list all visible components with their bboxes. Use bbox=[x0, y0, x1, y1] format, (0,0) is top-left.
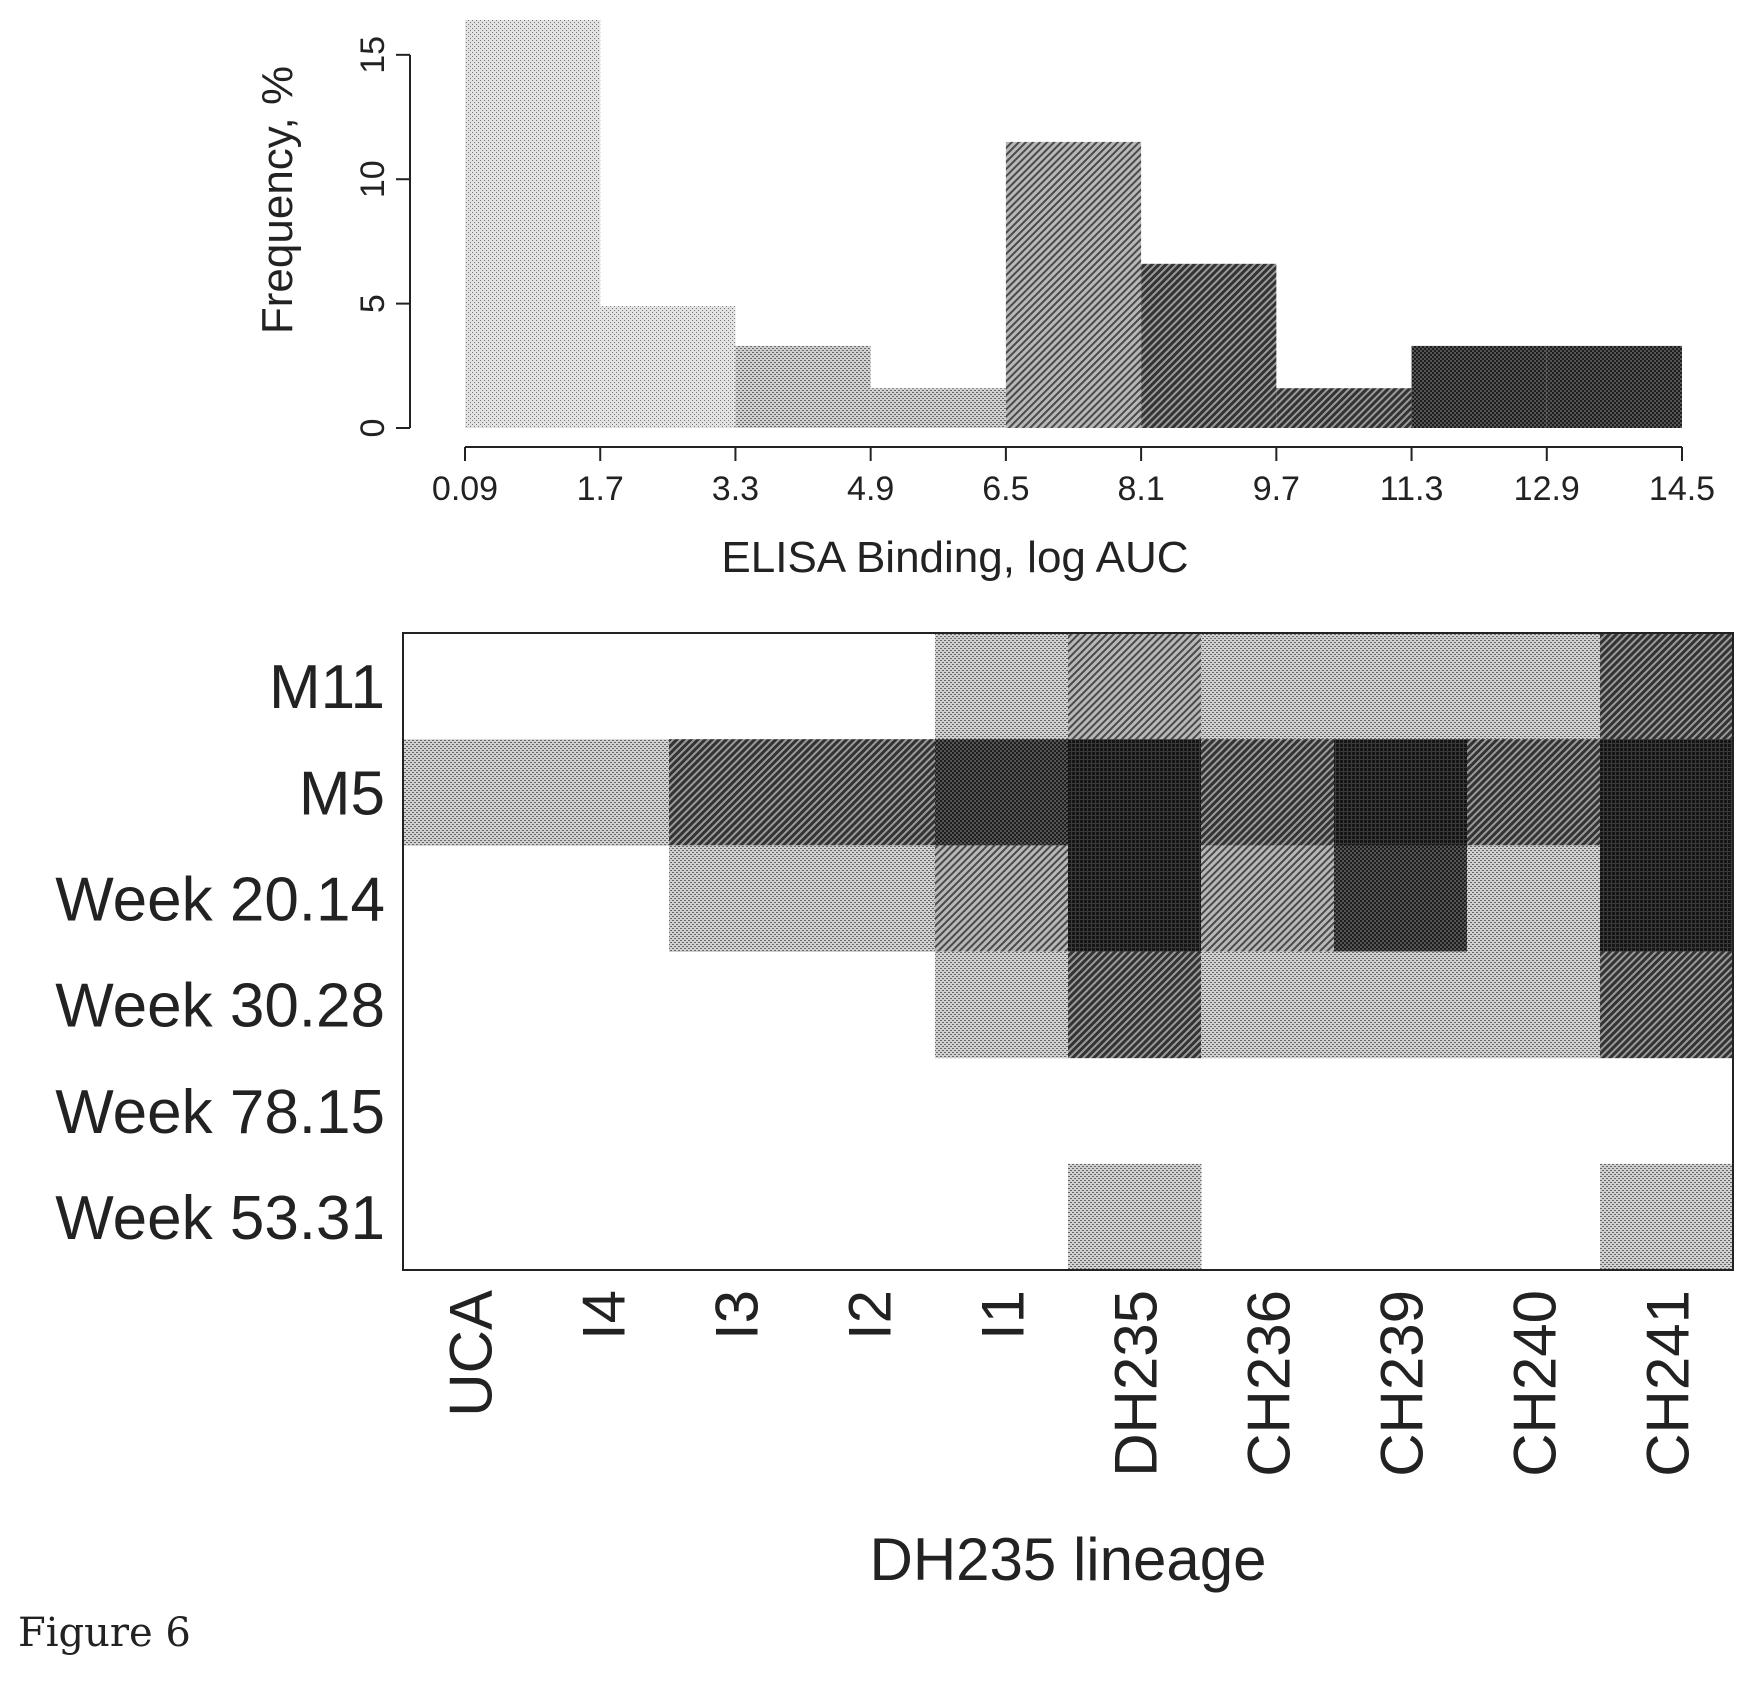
heatmap-row-label: M5 bbox=[299, 759, 385, 828]
heatmap-cell bbox=[1600, 633, 1734, 740]
heatmap-x-label: DH235 lineage bbox=[870, 1526, 1267, 1593]
heatmap-cell bbox=[935, 951, 1069, 1059]
histogram-y-tick-label: 0 bbox=[354, 419, 392, 438]
heatmap-cell bbox=[1334, 845, 1468, 952]
heatmap-cell bbox=[1334, 739, 1468, 846]
histogram-bar bbox=[1411, 345, 1547, 428]
heatmap-row-label: M11 bbox=[269, 653, 385, 722]
heatmap-cell bbox=[1600, 845, 1734, 952]
heatmap-row-label: Week 20.14 bbox=[55, 865, 385, 934]
heatmap-cell bbox=[1334, 633, 1468, 740]
histogram: 0 5 10 15 0.09 1.7 3.3 4.9 6.5 8.1 9.7 11.3 12.9 14.… bbox=[253, 20, 1715, 582]
heatmap-cell bbox=[1334, 951, 1468, 1059]
histogram-x-tick-label: 6.5 bbox=[982, 470, 1029, 508]
heatmap-cell bbox=[1201, 739, 1335, 846]
histogram-bar bbox=[1546, 345, 1682, 428]
heatmap-column-label: UCA bbox=[438, 1290, 505, 1417]
histogram-x-tick-label: 14.5 bbox=[1649, 470, 1715, 508]
heatmap-cell bbox=[1201, 951, 1335, 1059]
heatmap-cell bbox=[1467, 739, 1601, 846]
histogram-bar bbox=[735, 345, 871, 428]
histogram-y-label: Frequency, % bbox=[253, 66, 302, 334]
histogram-bar bbox=[600, 306, 736, 428]
heatmap-frame bbox=[402, 632, 1734, 1271]
heatmap-row-label: Week 53.31 bbox=[55, 1184, 385, 1253]
histogram-y-tick-label: 15 bbox=[354, 36, 392, 74]
histogram-x-tick-label: 3.3 bbox=[712, 470, 759, 508]
heatmap-row-label: Week 78.15 bbox=[55, 1078, 385, 1147]
heatmap-row-labels: M11 M5 Week 20.14 Week 30.28 Week 78.15 Week … bbox=[55, 653, 385, 1253]
heatmap: M11 M5 Week 20.14 Week 30.28 Week 78.15 Week … bbox=[55, 632, 1734, 1593]
heatmap-cell bbox=[1600, 739, 1734, 846]
histogram-bar bbox=[465, 20, 601, 428]
histogram-x-tick-label: 9.7 bbox=[1253, 470, 1300, 508]
figure-caption: Figure 6 bbox=[18, 1610, 191, 1656]
histogram-x-tick-label: 0.09 bbox=[432, 470, 498, 508]
heatmap-column-label: CH239 bbox=[1369, 1290, 1436, 1477]
heatmap-cell bbox=[1600, 1163, 1734, 1271]
histogram-bar bbox=[1141, 263, 1277, 428]
heatmap-cell bbox=[1600, 951, 1734, 1059]
heatmap-cell bbox=[802, 845, 936, 952]
heatmap-cell bbox=[669, 739, 803, 846]
heatmap-cell bbox=[1068, 739, 1202, 846]
histogram-bar bbox=[1276, 388, 1412, 428]
histogram-bars bbox=[465, 20, 1682, 428]
heatmap-cell bbox=[669, 845, 803, 952]
histogram-bar bbox=[1005, 141, 1142, 428]
heatmap-column-labels: UCA I4 I3 I2 I1 DH235 CH236 CH239 CH240 CH241 bbox=[438, 1290, 1702, 1477]
heatmap-cell bbox=[1467, 633, 1601, 740]
heatmap-cell bbox=[935, 739, 1069, 846]
heatmap-cell bbox=[1201, 633, 1335, 740]
heatmap-cell bbox=[802, 739, 936, 846]
heatmap-cell bbox=[403, 739, 537, 846]
heatmap-cell bbox=[1068, 633, 1202, 740]
heatmap-column-label: DH235 bbox=[1103, 1290, 1170, 1477]
heatmap-column-label: CH240 bbox=[1502, 1290, 1569, 1477]
heatmap-cell bbox=[935, 845, 1069, 952]
heatmap-cell bbox=[935, 633, 1069, 740]
histogram-x-tick-label: 1.7 bbox=[577, 470, 624, 508]
histogram-y-tick-label: 5 bbox=[354, 294, 392, 313]
heatmap-cell bbox=[1068, 951, 1202, 1059]
heatmap-cell bbox=[1068, 845, 1202, 952]
heatmap-cells bbox=[403, 633, 1734, 1271]
heatmap-cell bbox=[1201, 845, 1335, 952]
heatmap-cell bbox=[1467, 845, 1601, 952]
histogram-x-ticks: 0.09 1.7 3.3 4.9 6.5 8.1 9.7 11.3 12.9 14.5 bbox=[432, 447, 1715, 508]
histogram-x-label: ELISA Binding, log AUC bbox=[721, 533, 1188, 582]
heatmap-column-label: CH236 bbox=[1236, 1290, 1303, 1477]
histogram-y-tick-label: 10 bbox=[354, 160, 392, 198]
histogram-bar bbox=[870, 388, 1006, 428]
heatmap-column-label: I2 bbox=[837, 1290, 904, 1340]
heatmap-column-label: I3 bbox=[704, 1290, 771, 1340]
heatmap-column-label: CH241 bbox=[1635, 1290, 1702, 1477]
heatmap-cell bbox=[1467, 951, 1601, 1059]
heatmap-cell bbox=[536, 739, 670, 846]
histogram-x-tick-label: 12.9 bbox=[1514, 470, 1580, 508]
histogram-x-tick-label: 8.1 bbox=[1117, 470, 1164, 508]
histogram-x-tick-label: 4.9 bbox=[847, 470, 894, 508]
histogram-y-ticks: 0 5 10 15 bbox=[354, 36, 410, 438]
heatmap-cell bbox=[1068, 1163, 1202, 1271]
histogram-x-tick-label: 11.3 bbox=[1380, 470, 1444, 508]
heatmap-column-label: I1 bbox=[970, 1290, 1037, 1340]
heatmap-row-label: Week 30.28 bbox=[55, 972, 385, 1041]
heatmap-column-label: I4 bbox=[571, 1290, 638, 1340]
